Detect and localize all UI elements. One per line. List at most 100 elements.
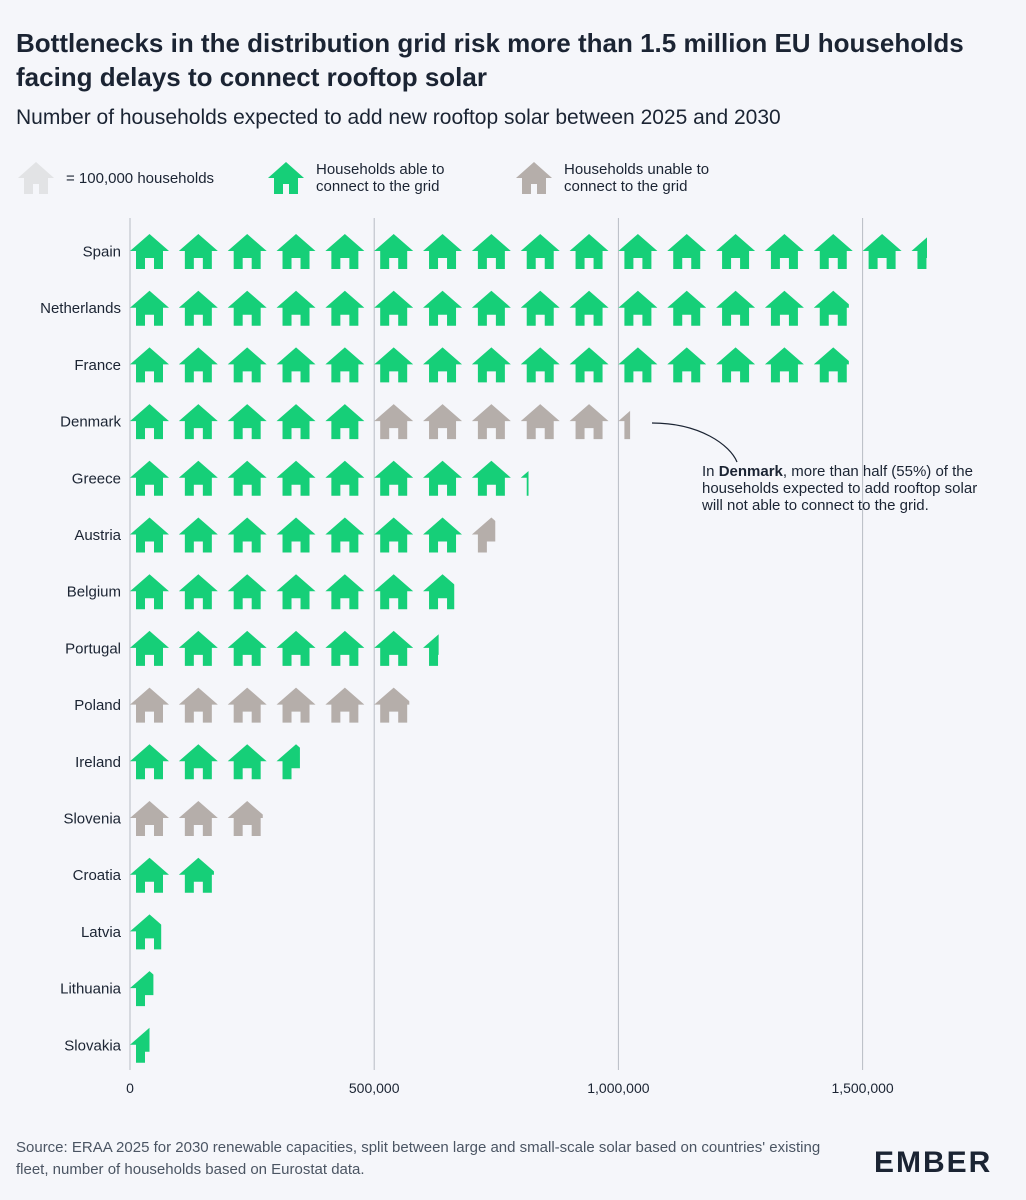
bar-row xyxy=(130,404,631,440)
house-icon xyxy=(227,744,267,780)
house-icon xyxy=(667,290,707,326)
house-icon xyxy=(813,290,849,326)
house-icon xyxy=(716,234,756,269)
legend-able: Households able to connect to the grid xyxy=(266,160,444,196)
house-icon xyxy=(130,630,169,666)
house-icon xyxy=(130,914,162,950)
house-icon xyxy=(178,404,218,440)
house-icon xyxy=(520,290,560,326)
house-icon xyxy=(374,347,414,383)
house-icon xyxy=(667,234,707,269)
category-label: Slovakia xyxy=(64,1037,121,1054)
house-icon xyxy=(178,801,218,836)
house-icon xyxy=(862,234,902,269)
house-icon xyxy=(130,801,169,836)
house-icon xyxy=(178,234,218,269)
house-icon xyxy=(569,234,609,269)
category-label: Greece xyxy=(72,470,121,487)
house-icon xyxy=(423,460,463,496)
house-icon xyxy=(618,234,658,269)
bar-row xyxy=(130,347,849,383)
house-icon xyxy=(911,234,928,269)
category-label: Slovenia xyxy=(63,811,121,828)
bar-row xyxy=(130,744,300,780)
category-label: Spain xyxy=(83,244,121,261)
bar-row xyxy=(130,574,455,610)
bar-row xyxy=(130,517,496,553)
house-icon xyxy=(813,347,849,383)
house-icon xyxy=(130,971,154,1007)
bar-row xyxy=(130,290,849,326)
house-icon xyxy=(569,347,609,383)
house-icon xyxy=(716,290,756,326)
house-icon xyxy=(618,404,631,440)
x-tick-label: 1,500,000 xyxy=(831,1080,893,1096)
house-icon xyxy=(423,234,463,269)
house-icon xyxy=(276,517,316,553)
bar-row xyxy=(130,857,214,893)
category-label: Latvia xyxy=(81,924,122,941)
house-icon xyxy=(276,404,316,440)
house-icon xyxy=(618,347,658,383)
bar-row xyxy=(130,971,154,1007)
house-icon xyxy=(130,687,169,723)
category-label: Netherlands xyxy=(40,300,121,317)
house-icon xyxy=(178,460,218,496)
bar-row xyxy=(130,801,263,836)
source-note: Source: ERAA 2025 for 2030 renewable cap… xyxy=(16,1139,821,1178)
house-icon xyxy=(130,234,169,269)
annotation-bold: Denmark xyxy=(718,463,783,480)
house-icon xyxy=(325,517,365,553)
bar-row xyxy=(130,687,410,723)
house-icon xyxy=(276,630,316,666)
denmark-annotation: In Denmark, more than half (55%) of the … xyxy=(702,463,1002,514)
house-icon xyxy=(178,517,218,553)
house-icon xyxy=(227,517,267,553)
house-icon xyxy=(471,347,511,383)
house-icon xyxy=(130,460,169,496)
house-icon xyxy=(227,347,267,383)
category-label: Croatia xyxy=(73,867,122,884)
category-label: Lithuania xyxy=(60,981,122,998)
bar-row xyxy=(130,630,439,666)
chart-title: Bottlenecks in the distribution grid ris… xyxy=(16,28,964,92)
house-icon xyxy=(130,290,169,326)
house-icon xyxy=(276,460,316,496)
chart-subtitle: Number of households expected to add new… xyxy=(16,106,781,129)
category-label: Belgium xyxy=(67,584,121,601)
house-icon xyxy=(374,574,414,610)
legend-able-label: Households able to connect to the grid xyxy=(316,161,445,195)
house-icon xyxy=(276,687,316,723)
house-icon xyxy=(227,687,267,723)
house-icon xyxy=(130,574,169,610)
house-icon xyxy=(178,630,218,666)
house-icon xyxy=(227,404,267,440)
house-icon xyxy=(374,517,414,553)
house-icon xyxy=(178,857,214,893)
unit-house-icon xyxy=(18,162,54,194)
house-icon xyxy=(227,290,267,326)
legend-unable: Households unable to connect to the grid xyxy=(514,160,709,196)
house-icon xyxy=(471,517,496,553)
house-icon xyxy=(325,460,365,496)
house-icon xyxy=(374,290,414,326)
house-icon xyxy=(227,460,267,496)
x-axis: 0 500,000 1,000,000 1,500,000 xyxy=(126,1080,894,1096)
able-house-icon xyxy=(268,162,304,194)
house-icon xyxy=(471,290,511,326)
house-icon xyxy=(130,347,169,383)
house-icon xyxy=(325,630,365,666)
house-icon xyxy=(423,347,463,383)
isotype-chart: 0 500,000 1,000,000 1,500,000 Spain Netherla… xyxy=(40,218,928,1096)
legend-unit-label: = 100,000 households xyxy=(66,169,215,187)
house-icon xyxy=(764,290,804,326)
house-icon xyxy=(667,347,707,383)
house-icon xyxy=(227,801,263,836)
house-icon xyxy=(764,234,804,269)
house-icon xyxy=(520,404,560,440)
house-icon xyxy=(569,290,609,326)
house-icon xyxy=(716,347,756,383)
bar-row xyxy=(130,914,162,950)
house-icon xyxy=(325,234,365,269)
annotation-connector xyxy=(651,422,738,463)
